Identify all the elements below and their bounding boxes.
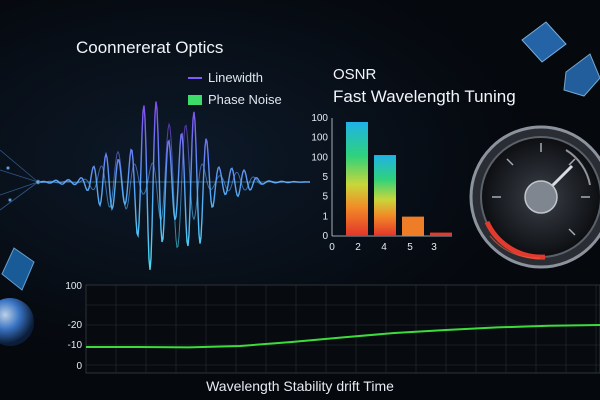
legend-label-linewidth: Linewidth <box>208 70 263 85</box>
drift-chart-title: Wavelength Stability drift Time <box>206 378 394 394</box>
bar <box>374 155 396 236</box>
bar-y-tick-label: 5 <box>322 192 328 203</box>
line-y-tick-label: 100 <box>65 281 82 292</box>
line-y-tick-label: -20 <box>68 320 83 331</box>
line-y-tick-label: 0 <box>76 361 82 372</box>
legend-label-phase-noise: Phase Noise <box>208 92 282 107</box>
waveform-line <box>39 101 310 270</box>
gauge <box>469 125 600 269</box>
legend-swatch-phase-noise <box>188 94 202 105</box>
bar <box>402 216 424 236</box>
bar-x-tick-label: 3 <box>431 242 437 253</box>
line-y-tick-label: -10 <box>68 340 83 351</box>
chart-title: Coonnererat Optics <box>76 38 224 57</box>
bar-y-tick-label: 1 <box>322 211 328 222</box>
bar-x-tick-label: 0 <box>329 242 335 253</box>
waveform-line-2 <box>39 122 310 249</box>
tuning-title: Fast Wavelength Tuning <box>333 87 516 106</box>
bar-y-tick-label: 100 <box>311 113 328 124</box>
waveform-plot <box>39 101 310 270</box>
bar-chart: 100 100 100 5 5 1 0 0 2 4 5 3 <box>311 113 452 253</box>
legend-item-phase-noise: Phase Noise <box>188 92 282 107</box>
bar-x-tick-label: 5 <box>407 242 413 253</box>
bar-x-tick-label: 2 <box>355 242 361 253</box>
bar <box>430 232 452 236</box>
legend-swatch-linewidth <box>188 76 202 79</box>
gauge-ticks <box>492 143 590 236</box>
network-decoration <box>0 149 70 211</box>
osnr-label: OSNR <box>333 66 377 83</box>
bar-y-tick-label: 100 <box>311 133 328 144</box>
bar-y-tick-label: 100 <box>311 152 328 163</box>
bar-x-tick-label: 4 <box>381 242 387 253</box>
crystal-orb-decoration <box>0 247 35 346</box>
bar <box>346 122 368 236</box>
drift-series-line <box>86 324 600 349</box>
gauge-red-arc <box>484 220 546 260</box>
bar-y-tick-label: 5 <box>322 172 328 183</box>
drift-line-chart: 100 -20 -10 0 <box>65 281 600 374</box>
crystal-decoration <box>521 21 600 97</box>
legend-item-linewidth: Linewidth <box>188 70 263 85</box>
gauge-hub <box>524 180 558 214</box>
bar-y-tick-label: 0 <box>322 231 328 242</box>
